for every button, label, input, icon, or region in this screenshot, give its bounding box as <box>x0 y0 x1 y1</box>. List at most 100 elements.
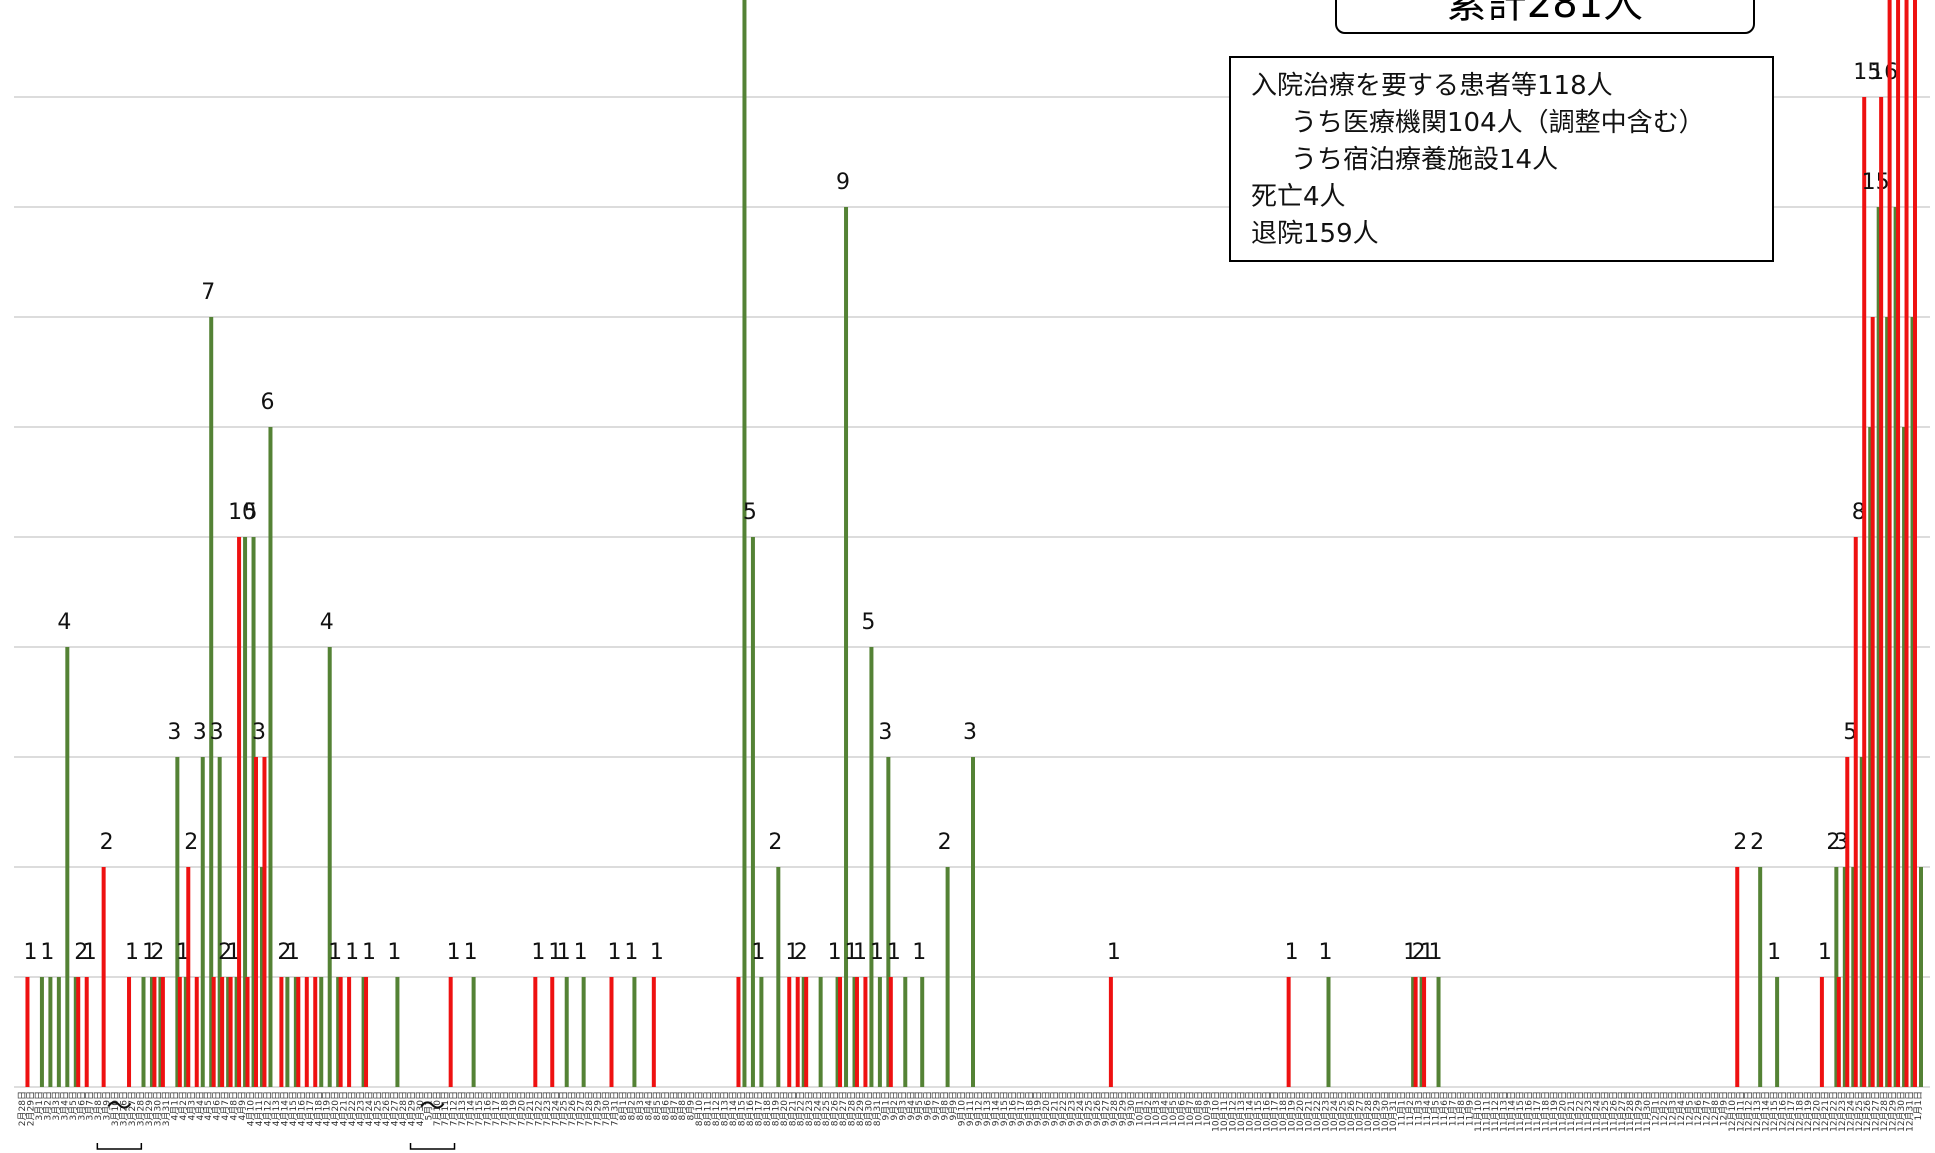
bar-green <box>200 757 205 1087</box>
bar-red <box>347 977 352 1087</box>
x-tick-label: 7月31日 <box>610 1091 621 1126</box>
data-label: 1 <box>1107 940 1121 965</box>
data-label: 3 <box>167 720 181 745</box>
x-tick-label: 12月25日 <box>1854 1091 1865 1132</box>
bar-red <box>863 977 868 1087</box>
cumulative-total-box: 累計281人 <box>1335 0 1755 34</box>
x-tick-label: 8月23日 <box>804 1091 815 1126</box>
x-tick-label: 10月10日 <box>1210 1091 1221 1132</box>
bar-red <box>838 977 843 1087</box>
x-tick-label: 8月10日 <box>694 1091 705 1126</box>
x-tick-label: 9月8日 <box>940 1091 951 1120</box>
x-tick-label: 12月3日 <box>1668 1091 1679 1126</box>
x-tick-label: 8月2日 <box>626 1091 637 1120</box>
bar-red <box>1413 977 1418 1087</box>
bar-red <box>448 977 453 1087</box>
data-label: 1 <box>608 940 622 965</box>
x-tick-label: 12月7日 <box>1701 1091 1712 1126</box>
bar-red <box>736 977 741 1087</box>
x-tick-label: 9月15日 <box>999 1091 1010 1126</box>
bar-green <box>395 977 400 1087</box>
bar-green <box>801 977 806 1087</box>
x-tick-label: 3月28日 <box>136 1091 147 1126</box>
x-tick-label: 12月4日 <box>1676 1091 1687 1126</box>
bar-red <box>152 977 157 1087</box>
bar-green <box>183 977 188 1087</box>
x-tick-label: 10月24日 <box>1329 1091 1340 1132</box>
x-tick-label: 9月2日 <box>889 1091 900 1120</box>
bar-red <box>1896 0 1901 1087</box>
x-tick-label: 10月19日 <box>1287 1091 1298 1132</box>
bar-red <box>186 867 191 1087</box>
data-label: 2 <box>794 940 808 965</box>
bar-green <box>65 647 70 1087</box>
x-tick-label: 7月12日 <box>449 1091 460 1126</box>
x-tick-label: 10月18日 <box>1278 1091 1289 1132</box>
data-label: 1 <box>853 940 867 965</box>
bar-green <box>920 977 925 1087</box>
data-label: 3 <box>210 720 224 745</box>
data-label: 2 <box>100 830 114 855</box>
x-tick-label: 10月22日 <box>1312 1091 1323 1132</box>
x-tick-label: 4月21日 <box>339 1091 350 1126</box>
x-tick-label: 12月31日 <box>1905 1091 1916 1132</box>
x-tick-label: 12月29日 <box>1888 1091 1899 1132</box>
bar-red <box>609 977 614 1087</box>
bar-green <box>336 977 341 1087</box>
x-tick-label: 7月16日 <box>483 1091 494 1126</box>
x-tick-label: 4月27日 <box>389 1091 400 1126</box>
data-label: 1 <box>548 940 562 965</box>
x-tick-label: 12月13日 <box>1752 1091 1763 1132</box>
data-label: 1 <box>650 940 664 965</box>
x-tick-label: 8月24日 <box>813 1091 824 1126</box>
x-tick-label: 9月4日 <box>906 1091 917 1120</box>
bar-green <box>1842 867 1847 1087</box>
data-label: 1 <box>887 940 901 965</box>
bar-red <box>1845 757 1850 1087</box>
x-tick-label: 9月6日 <box>923 1091 934 1120</box>
x-tick-label: 9月13日 <box>982 1091 993 1126</box>
bar-red <box>1862 97 1867 1087</box>
x-tick-label: 12月14日 <box>1761 1091 1772 1132</box>
x-tick-label: 11月25日 <box>1600 1091 1611 1132</box>
bar-green <box>251 537 256 1087</box>
x-tick-label: 7月25日 <box>559 1091 570 1126</box>
x-tick-label: 10月16日 <box>1261 1091 1272 1132</box>
bar-red <box>888 977 893 1087</box>
summary-line-discharged: 退院159人 <box>1251 219 1379 249</box>
x-tick-label: 10月15日 <box>1253 1091 1264 1132</box>
x-tick-label: 3月30日 <box>152 1091 163 1126</box>
x-tick-label: 3月6日 <box>76 1091 87 1120</box>
data-label: 5 <box>244 500 258 525</box>
x-tick-label: 8月20日 <box>779 1091 790 1126</box>
x-tick-label: 3月3日 <box>51 1091 62 1120</box>
bar-green <box>73 977 78 1087</box>
bar-green <box>319 977 324 1087</box>
x-tick-label: 9月12日 <box>973 1091 984 1126</box>
x-tick-label: 3月26日 <box>119 1091 130 1126</box>
bar-green <box>243 537 248 1087</box>
x-tick-label: 8月31日 <box>872 1091 883 1126</box>
data-label: 1 <box>1420 940 1434 965</box>
x-tick-label: 11月17日 <box>1532 1091 1543 1132</box>
x-tick-label: 4月12日 <box>262 1091 273 1126</box>
bar-red <box>795 977 800 1087</box>
bar-green <box>564 977 569 1087</box>
data-label: 1 <box>464 940 478 965</box>
x-tick-label: 12月2日 <box>1659 1091 1670 1126</box>
x-tick-label: 4月22日 <box>347 1091 358 1126</box>
data-label: 1 <box>557 940 571 965</box>
bar-green <box>877 977 882 1087</box>
data-label: 4 <box>320 610 334 635</box>
data-label: 1 <box>125 940 139 965</box>
x-tick-label: 3月10日 <box>110 1091 121 1126</box>
x-tick-label: 3月31日 <box>161 1091 172 1126</box>
bar-green <box>293 977 298 1087</box>
bar-green <box>818 977 823 1087</box>
x-tick-label: 4月2日 <box>178 1091 189 1120</box>
x-tick-label: 4月5日 <box>203 1091 214 1120</box>
data-label: 2 <box>150 940 164 965</box>
data-label: 1 <box>447 940 461 965</box>
bar-red <box>279 977 284 1087</box>
bar-red <box>338 977 343 1087</box>
